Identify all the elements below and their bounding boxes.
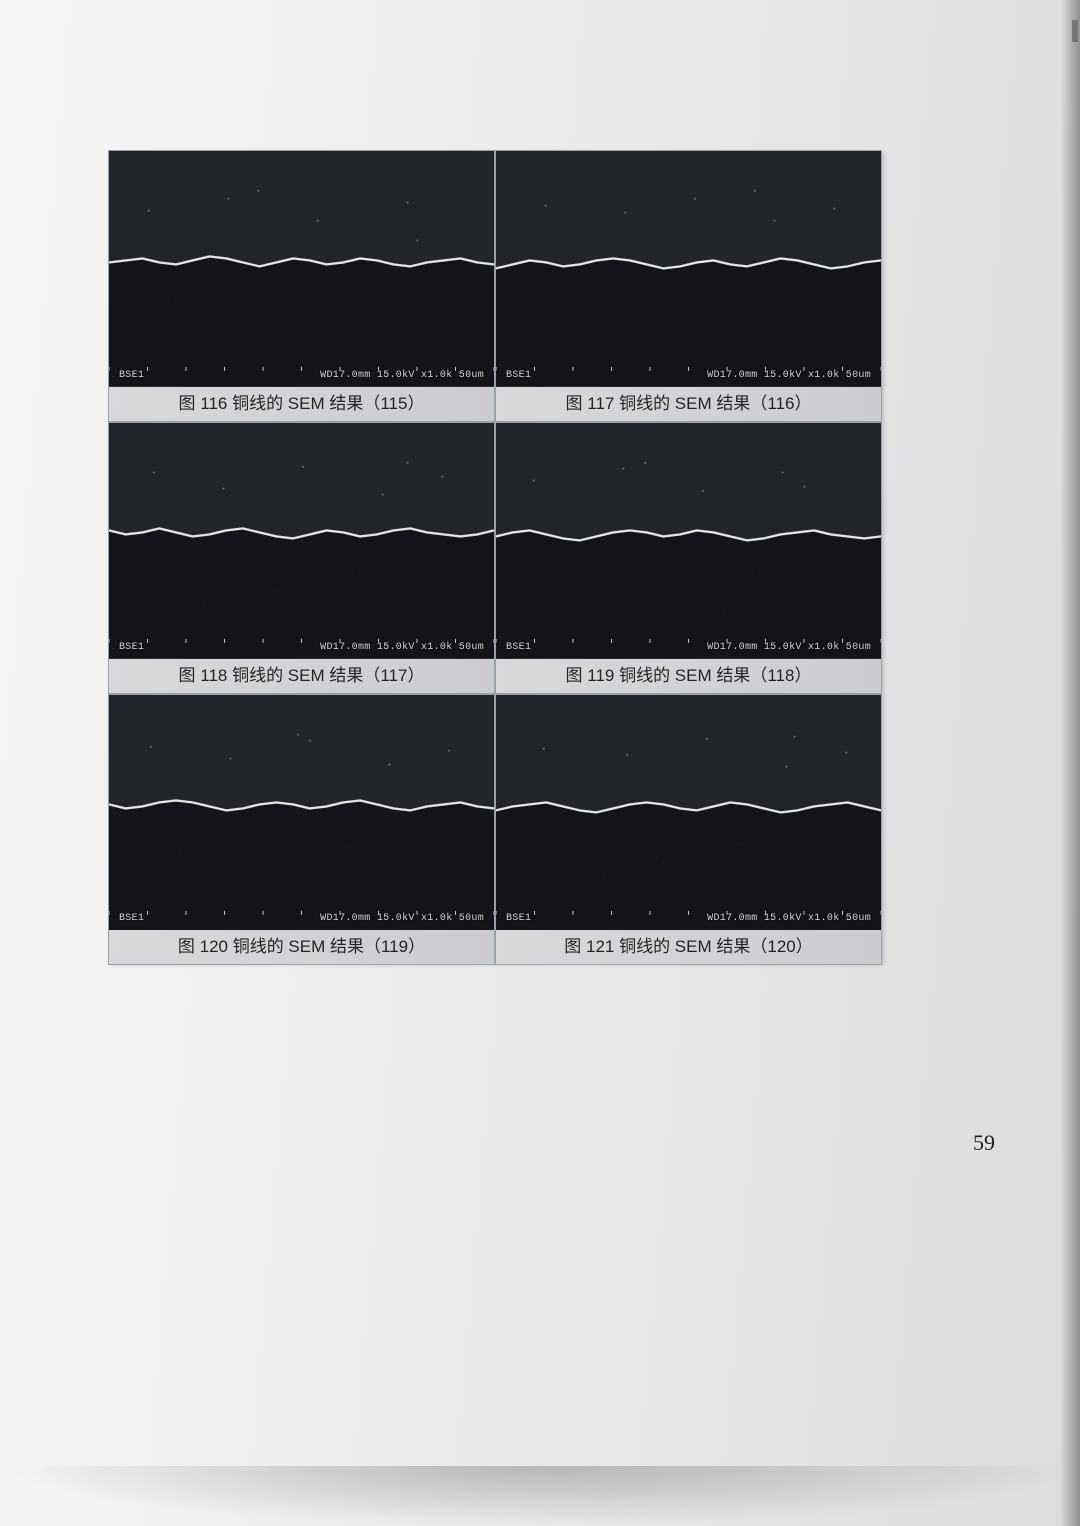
page-bottom-shadow (0, 1466, 1080, 1526)
sem-overlay-right: WD17.0mm 15.0kV x1.0k 50um (707, 913, 871, 924)
sem-caption: 图 120 铜线的 SEM 结果（119） (109, 930, 494, 964)
sem-overlay-left: BSE1 (506, 642, 531, 653)
sem-overlay-left: BSE1 (119, 370, 144, 381)
sem-panel: BSE1 WD17.0mm 15.0kV x1.0k 50um 图 117 铜线的 … (495, 150, 882, 422)
sem-image: BSE1 WD17.0mm 15.0kV x1.0k 50um (109, 423, 494, 659)
sem-panel: BSE1 WD17.0mm 15.0kV x1.0k 50um 图 120 铜线的 … (108, 694, 495, 966)
page-binding-edge (1060, 0, 1080, 1526)
page-number: 59 (973, 1130, 995, 1156)
sem-image: BSE1 WD17.0mm 15.0kV x1.0k 50um (109, 695, 494, 931)
sem-overlay-left: BSE1 (506, 913, 531, 924)
figure-plate: BSE1 WD17.0mm 15.0kV x1.0k 50um 图 116 铜线的 … (108, 150, 882, 963)
sem-caption: 图 121 铜线的 SEM 结果（120） (496, 930, 881, 964)
scanned-page: BSE1 WD17.0mm 15.0kV x1.0k 50um 图 116 铜线的 … (0, 0, 1080, 1526)
sem-caption: 图 119 铜线的 SEM 结果（118） (496, 659, 881, 693)
sem-overlay-left: BSE1 (119, 642, 144, 653)
sem-image: BSE1 WD17.0mm 15.0kV x1.0k 50um (496, 423, 881, 659)
sem-image: BSE1 WD17.0mm 15.0kV x1.0k 50um (496, 151, 881, 387)
sem-overlay-left: BSE1 (506, 370, 531, 381)
sem-overlay-left: BSE1 (119, 913, 144, 924)
sem-grid: BSE1 WD17.0mm 15.0kV x1.0k 50um 图 116 铜线的 … (108, 150, 882, 963)
sem-panel: BSE1 WD17.0mm 15.0kV x1.0k 50um 图 119 铜线的 … (495, 422, 882, 694)
sem-image: BSE1 WD17.0mm 15.0kV x1.0k 50um (109, 151, 494, 387)
sem-panel: BSE1 WD17.0mm 15.0kV x1.0k 50um 图 116 铜线的 … (108, 150, 495, 422)
sem-caption: 图 117 铜线的 SEM 结果（116） (496, 387, 881, 421)
sem-panel: BSE1 WD17.0mm 15.0kV x1.0k 50um 图 121 铜线的 … (495, 694, 882, 966)
sem-image: BSE1 WD17.0mm 15.0kV x1.0k 50um (496, 695, 881, 931)
sem-caption: 图 116 铜线的 SEM 结果（115） (109, 387, 494, 421)
sem-overlay-right: WD17.0mm 15.0kV x1.0k 50um (707, 370, 871, 381)
sem-caption: 图 118 铜线的 SEM 结果（117） (109, 659, 494, 693)
sem-overlay-right: WD17.0mm 15.0kV x1.0k 50um (320, 370, 484, 381)
sem-overlay-right: WD17.0mm 15.0kV x1.0k 50um (707, 642, 871, 653)
sem-panel: BSE1 WD17.0mm 15.0kV x1.0k 50um 图 118 铜线的 … (108, 422, 495, 694)
sem-overlay-right: WD17.0mm 15.0kV x1.0k 50um (320, 642, 484, 653)
sem-overlay-right: WD17.0mm 15.0kV x1.0k 50um (320, 913, 484, 924)
